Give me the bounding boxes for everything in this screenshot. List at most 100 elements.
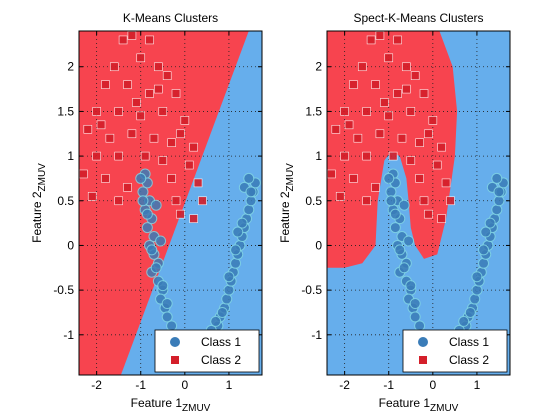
x-tick-label: -2: [339, 378, 350, 392]
spect-kmeans-panel: -2 -1 0 1 -1 -0.5 0 0.5 1 1.5 2 Spect-K-Means Clust…: [278, 11, 511, 414]
class2-point: [162, 71, 172, 80]
class1-point: [480, 226, 492, 238]
legend: Class 1 Class 2: [154, 329, 260, 373]
class2-point: [441, 178, 451, 188]
class2-point: [393, 35, 402, 45]
class2-point: [114, 196, 123, 206]
class1-point: [150, 262, 162, 274]
class2-point: [349, 174, 358, 183]
class2-point: [375, 31, 385, 40]
class2-point: [114, 107, 123, 116]
y-axis-label: Feature 2ZMUV: [278, 163, 296, 243]
class1-point: [464, 306, 476, 318]
class2-point: [154, 62, 163, 72]
class2-point: [114, 151, 123, 161]
class1-point: [471, 271, 483, 283]
class2-point: [198, 196, 207, 206]
class2-point: [415, 174, 424, 183]
x-axis-label-main: Feature 1: [131, 396, 183, 410]
y-tick-label: -1: [63, 328, 74, 342]
class2-point: [357, 62, 367, 72]
y-axis-label-sub: ZMUV: [285, 163, 296, 192]
y-tick-label: 1: [315, 149, 322, 163]
class2-point: [83, 124, 93, 134]
class2-point: [393, 89, 402, 98]
class2-point: [101, 174, 110, 183]
class2-point: [371, 183, 380, 192]
class2-point: [327, 169, 336, 179]
class2-point: [331, 124, 341, 134]
class1-point: [243, 172, 255, 184]
class2-point: [105, 133, 115, 143]
class2-point: [158, 156, 168, 165]
class2-point: [375, 129, 385, 139]
class1-point: [155, 235, 167, 247]
x-axis-label-sub: ZMUV: [430, 403, 459, 414]
class2-point: [96, 120, 106, 130]
legend-marker-class2: [171, 356, 179, 364]
class1-point: [409, 298, 421, 310]
x-tick-label: 1: [226, 378, 233, 392]
class2-point: [362, 107, 371, 116]
legend-marker-class1: [418, 337, 428, 347]
y-tick-label: 1: [67, 149, 74, 163]
class2-point: [167, 174, 176, 183]
class1-point: [491, 172, 503, 184]
class2-point: [193, 178, 203, 188]
y-tick-label: 2: [67, 60, 74, 74]
class2-point: [388, 151, 398, 161]
class1-point: [245, 186, 257, 198]
class2-point: [171, 89, 181, 98]
class2-point: [127, 31, 137, 40]
class2-point: [149, 133, 159, 143]
class2-point: [362, 196, 371, 206]
x-axis-label-sub: ZMUV: [182, 403, 211, 414]
class2-point: [415, 138, 424, 147]
class1-point: [150, 199, 162, 211]
class2-point: [380, 98, 389, 107]
class2-point: [410, 71, 420, 80]
y-tick-label: -0.5: [301, 283, 322, 297]
y-tick-label: -1: [311, 328, 322, 342]
class1-point: [471, 284, 483, 296]
class1-point: [223, 271, 235, 283]
class1-point: [403, 235, 415, 247]
x-tick-label: 1: [474, 378, 481, 392]
class2-point: [184, 160, 194, 170]
class2-point: [371, 80, 380, 89]
class2-point: [176, 209, 185, 219]
class1-point: [161, 298, 173, 310]
class2-point: [189, 142, 198, 152]
axes-box: [78, 30, 263, 376]
class1-point: [478, 257, 490, 269]
class1-point: [236, 217, 248, 229]
class2-point: [340, 107, 349, 116]
chart-title: K-Means Clusters: [123, 11, 218, 25]
plot-area: [79, 31, 262, 375]
class2-point: [384, 111, 394, 121]
class2-point: [79, 169, 88, 179]
class1-point: [146, 244, 158, 256]
class2-point: [406, 107, 416, 116]
class2-point: [437, 142, 446, 152]
y-tick-label: 1.5: [57, 104, 74, 118]
class2-point: [406, 156, 416, 165]
class2-point: [189, 214, 198, 223]
class1-point: [491, 204, 503, 216]
class2-point: [353, 133, 363, 143]
class2-point: [145, 89, 154, 98]
legend-box: [402, 329, 508, 373]
class1-point: [478, 244, 490, 256]
y-tick-label: 2: [315, 60, 322, 74]
x-tick-label: 0: [181, 378, 188, 392]
class2-point: [340, 151, 349, 161]
class1-point: [414, 320, 426, 332]
class2-point: [145, 35, 154, 45]
x-axis-label: Feature 1ZMUV: [379, 396, 459, 414]
class1-point: [232, 226, 244, 238]
class1-point: [383, 172, 395, 184]
class1-point: [157, 280, 169, 292]
class1-point: [394, 244, 406, 256]
class2-point: [176, 129, 185, 139]
class2-point: [419, 196, 429, 206]
